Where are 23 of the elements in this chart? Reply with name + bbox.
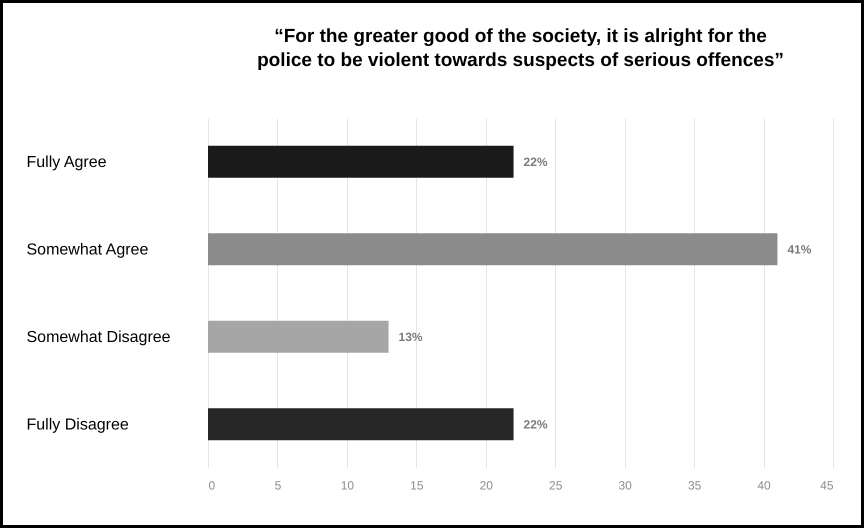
- bar: [208, 146, 514, 178]
- x-tick-label: 35: [688, 478, 702, 492]
- x-tick-label: 30: [618, 478, 632, 492]
- x-tick-label: 0: [208, 478, 216, 492]
- x-tick-label: 15: [410, 478, 424, 492]
- chart-title: “For the greater good of the society, it is alright for the police to be violent towards suspects of serious offences”: [257, 26, 784, 71]
- x-tick-label: 45: [820, 478, 834, 492]
- data-label: 22%: [524, 154, 548, 169]
- bar: [208, 233, 778, 266]
- y-tick-label: Fully Disagree: [26, 416, 129, 434]
- x-tick-label: 40: [757, 478, 772, 492]
- y-tick-label: Somewhat Agree: [26, 241, 148, 258]
- x-tick-label: 25: [549, 478, 563, 492]
- data-label: 13%: [398, 330, 423, 344]
- x-tick-label: 20: [480, 478, 494, 492]
- y-tick-label: Somewhat Disagree: [26, 328, 171, 346]
- x-tick-label: 5: [274, 478, 282, 492]
- data-label: 41%: [787, 242, 812, 256]
- bar: [208, 408, 514, 440]
- data-label: 22%: [524, 417, 548, 432]
- x-tick-label: 10: [340, 478, 354, 492]
- y-tick-label: Fully Agree: [26, 154, 107, 171]
- bar: [208, 320, 389, 353]
